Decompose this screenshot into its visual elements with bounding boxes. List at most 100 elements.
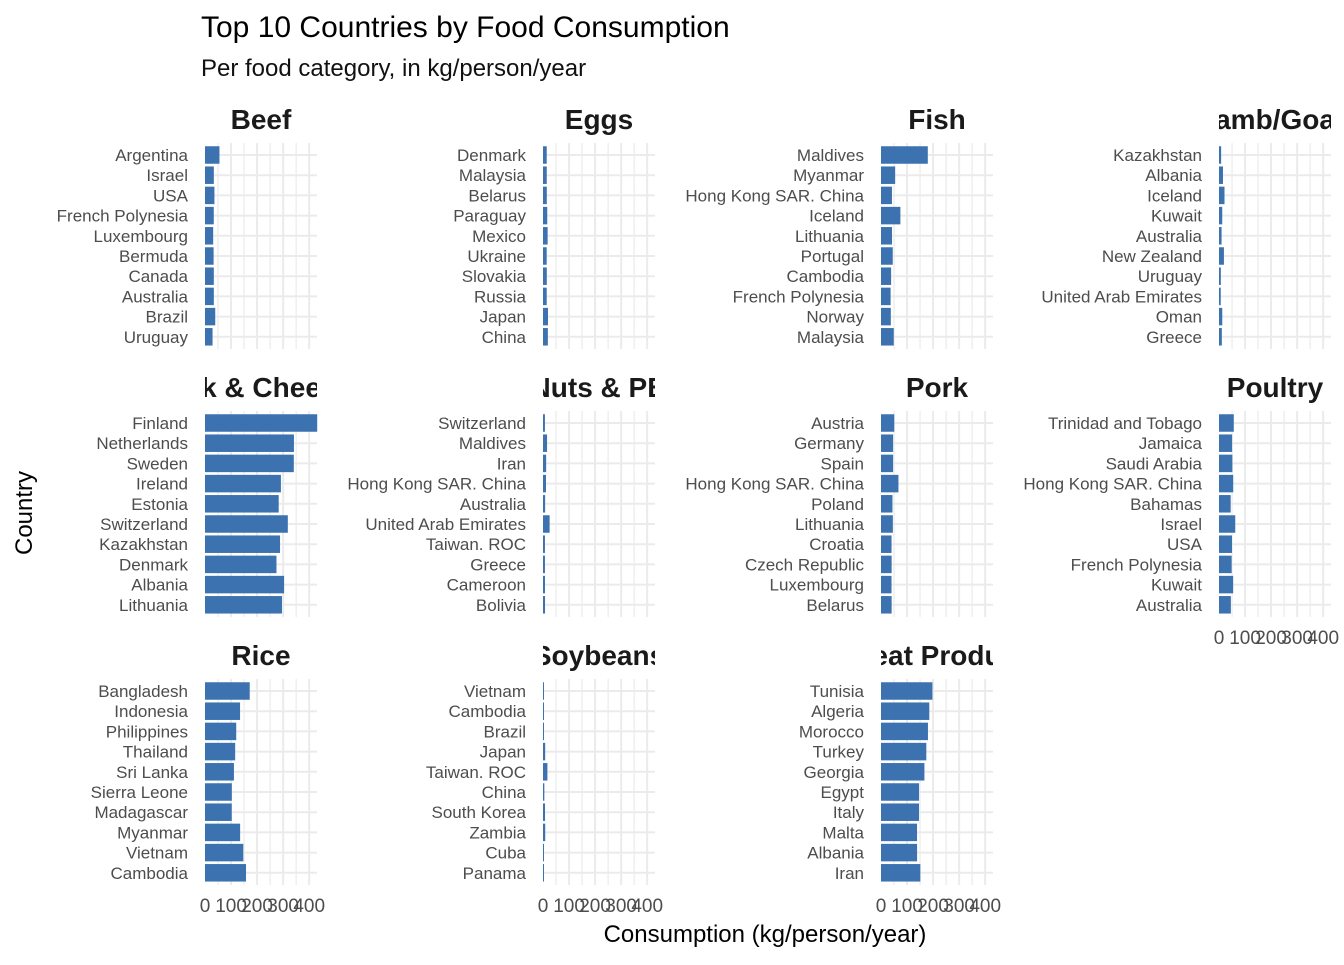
bar xyxy=(881,783,920,801)
bar xyxy=(881,474,899,493)
x-tick-label: 100 xyxy=(553,896,585,917)
category-label: Trinidad and Tobago xyxy=(1048,414,1202,433)
bar xyxy=(543,247,547,265)
bar xyxy=(881,682,933,700)
category-label: China xyxy=(482,783,527,802)
bar xyxy=(543,474,546,493)
bar xyxy=(543,843,544,862)
x-tick-label: 100 xyxy=(215,896,247,917)
category-label: Switzerland xyxy=(100,515,188,534)
category-label: Sweden xyxy=(127,454,188,473)
category-label: Ukraine xyxy=(467,247,526,266)
category-label: Lithuania xyxy=(119,596,189,615)
category-label: South Korea xyxy=(431,803,526,822)
category-label: Morocco xyxy=(799,722,864,741)
category-label: Panama xyxy=(463,864,527,883)
bar xyxy=(543,414,545,432)
category-label: Kuwait xyxy=(1151,207,1202,226)
bar xyxy=(205,307,216,326)
bar xyxy=(881,146,928,164)
category-label: Thailand xyxy=(123,743,188,762)
category-label: Cuba xyxy=(485,844,526,863)
category-label: Iceland xyxy=(809,207,864,226)
category-label: Cameroon xyxy=(447,576,526,595)
x-tick-label: 0 xyxy=(1214,628,1225,649)
category-label: Belarus xyxy=(468,186,526,205)
category-label: Cambodia xyxy=(449,702,527,721)
bar xyxy=(881,843,918,862)
bar xyxy=(543,702,544,720)
category-label: Japan xyxy=(480,743,526,762)
bar xyxy=(205,454,294,473)
bar xyxy=(543,206,548,225)
category-label: Iran xyxy=(497,454,526,473)
category-label: Tunisia xyxy=(810,682,865,701)
category-label: Australia xyxy=(460,495,527,514)
x-tick-label: 300 xyxy=(1281,628,1313,649)
bar xyxy=(1219,247,1224,265)
category-label: Taiwan. ROC xyxy=(426,535,526,554)
category-label: Switzerland xyxy=(438,414,526,433)
facet-strip-label: Poultry xyxy=(1227,372,1324,403)
bar xyxy=(1219,474,1234,493)
category-label: Australia xyxy=(122,287,189,306)
bar xyxy=(205,515,288,533)
category-label: French Polynesia xyxy=(57,207,189,226)
category-label: Lithuania xyxy=(795,227,865,246)
category-label: Madagascar xyxy=(94,803,188,822)
facet-strip-label: Fish xyxy=(908,104,966,135)
bar xyxy=(205,227,214,245)
category-label: Albania xyxy=(807,844,864,863)
category-label: Egypt xyxy=(821,783,865,802)
facet-strip-label: Soybeans xyxy=(533,640,665,671)
category-label: Hong Kong SAR. China xyxy=(1023,475,1202,494)
bar xyxy=(881,267,892,285)
category-label: Jamaica xyxy=(1139,434,1203,453)
facet-strip-label: k & Chee xyxy=(201,372,321,403)
category-label: Australia xyxy=(1136,596,1203,615)
bar xyxy=(205,843,244,862)
bar xyxy=(543,803,546,821)
bar xyxy=(205,535,281,553)
x-tick-label: 0 xyxy=(538,896,549,917)
bar xyxy=(205,206,214,225)
bar xyxy=(205,803,232,821)
facet-strip-label: amb/Goa xyxy=(1215,104,1335,135)
bar xyxy=(881,535,892,553)
category-label: Oman xyxy=(1156,308,1202,327)
bar xyxy=(881,803,920,821)
category-label: Japan xyxy=(480,308,526,327)
bar xyxy=(205,742,236,761)
bar xyxy=(1219,287,1221,306)
bar xyxy=(205,247,214,265)
bar xyxy=(1219,307,1223,326)
chart-subtitle: Per food category, in kg/person/year xyxy=(201,55,586,82)
bar xyxy=(543,515,550,533)
bar xyxy=(543,596,546,614)
bar xyxy=(881,287,891,306)
category-label: Argentina xyxy=(115,146,188,165)
bar xyxy=(881,763,925,781)
bar xyxy=(205,575,285,594)
category-label: Italy xyxy=(833,803,865,822)
category-label: Sierra Leone xyxy=(91,783,188,802)
bar xyxy=(205,166,214,184)
bar xyxy=(543,783,545,801)
bar xyxy=(881,596,892,614)
bar xyxy=(205,267,214,285)
bar xyxy=(543,227,548,245)
category-label: Vietnam xyxy=(126,844,188,863)
bar xyxy=(1219,166,1223,184)
category-label: Ireland xyxy=(136,475,188,494)
category-label: Iran xyxy=(835,864,864,883)
bar xyxy=(1219,495,1231,513)
category-label: Hong Kong SAR. China xyxy=(347,475,526,494)
